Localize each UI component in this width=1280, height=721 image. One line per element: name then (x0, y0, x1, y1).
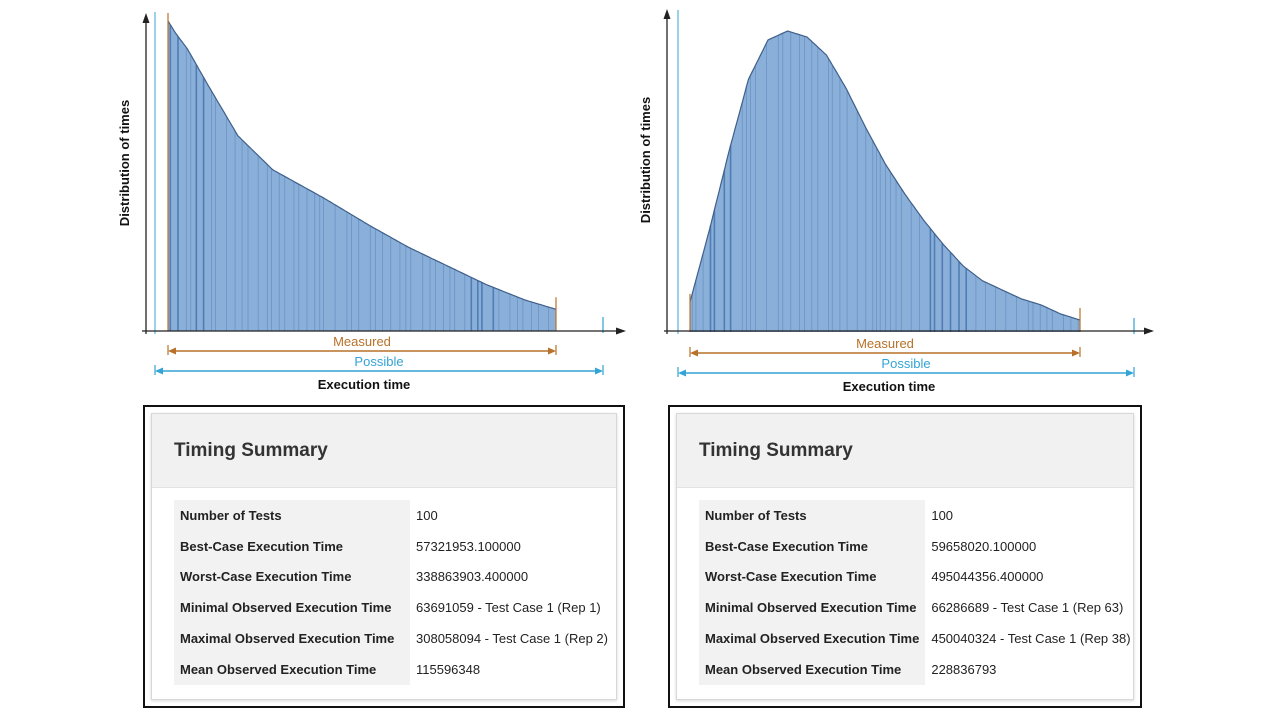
x-axis-arrow (616, 327, 626, 335)
measured-range-right-arrow (1072, 349, 1080, 357)
timing-summary-card: Timing Summary Number of Tests 100 Best-C… (676, 413, 1134, 700)
row-value: 338863903.400000 (416, 569, 529, 585)
y-axis-arrow (663, 9, 671, 19)
distribution-curve (167, 20, 557, 310)
table-row: Best-Case Execution Time 57321953.100000 (174, 530, 614, 562)
table-row: Number of Tests 100 (699, 500, 1137, 531)
timing-summary-panel-right: Timing Summary Number of Tests 100 Best-C… (668, 405, 1142, 708)
row-value: 308058094 - Test Case 1 (Rep 2) (416, 631, 608, 647)
table-row: Minimal Observed Execution Time 66286689 … (699, 592, 1137, 624)
y-axis-title: Distribution of times (117, 100, 132, 226)
row-label: Maximal Observed Execution Time (699, 623, 926, 654)
row-value: 115596348 (416, 661, 481, 677)
row-value: 100 (931, 507, 954, 523)
y-axis (663, 9, 679, 334)
y-axis (142, 12, 156, 334)
row-value: 100 (416, 507, 438, 523)
measured-range-left-arrow (690, 349, 698, 357)
panel-title: Timing Summary (174, 439, 328, 461)
right-margin-strip (1180, 0, 1280, 721)
row-label: Number of Tests (699, 500, 926, 531)
row-label: Mean Observed Execution Time (174, 653, 410, 685)
y-axis-title: Distribution of times (640, 97, 653, 223)
panel-header: Timing Summary (152, 414, 616, 488)
measured-range: Measured (689, 336, 1081, 357)
table-row: Minimal Observed Execution Time 63691059 … (174, 592, 614, 624)
row-label: Worst-Case Execution Time (699, 561, 926, 593)
possible-label: Possible (881, 356, 930, 371)
possible-range-right-arrow (595, 367, 603, 375)
table-row: Mean Observed Execution Time 228836793 (699, 653, 1137, 685)
table-row: Number of Tests 100 (174, 500, 614, 531)
measured-range-left-arrow (168, 347, 176, 355)
curve-layer (167, 13, 604, 333)
table-row: Best-Case Execution Time 59658020.100000 (699, 530, 1137, 562)
x-axis (664, 327, 1154, 335)
timing-summary-panel-left: Timing Summary Number of Tests 100 Best-C… (143, 405, 625, 708)
row-value: 450040324 - Test Case 1 (Rep 38) (931, 631, 1131, 647)
table-row: Maximal Observed Execution Time 450040324… (699, 623, 1137, 654)
row-value: 495044356.400000 (931, 569, 1044, 585)
row-value: 57321953.100000 (416, 538, 521, 554)
measured-label: Measured (856, 336, 914, 351)
row-value: 66286689 - Test Case 1 (Rep 63) (931, 600, 1124, 616)
table-row: Mean Observed Execution Time 115596348 (174, 653, 614, 685)
curve-layer (689, 30, 1135, 334)
row-label: Mean Observed Execution Time (699, 653, 926, 685)
row-label: Minimal Observed Execution Time (699, 592, 926, 624)
row-label: Worst-Case Execution Time (174, 561, 410, 593)
row-value: 228836793 (931, 661, 997, 677)
row-value: 63691059 - Test Case 1 (Rep 1) (416, 600, 601, 616)
y-axis-arrow (142, 13, 150, 23)
x-axis-title: Execution time (843, 379, 935, 394)
table-row: Worst-Case Execution Time 338863903.40000… (174, 561, 614, 593)
sample-lines (691, 32, 1079, 332)
x-axis-title: Execution time (318, 377, 410, 392)
possible-range-left-arrow (678, 369, 686, 377)
x-axis (142, 327, 626, 335)
summary-table: Number of Tests 100 Best-Case Execution T… (699, 500, 1137, 685)
measured-range-right-arrow (548, 347, 556, 355)
possible-range-right-arrow (1126, 369, 1134, 377)
possible-range: Possible (154, 354, 604, 375)
row-label: Number of Tests (174, 500, 410, 531)
distribution-curve (689, 30, 1081, 321)
row-label: Best-Case Execution Time (174, 530, 410, 562)
table-row: Worst-Case Execution Time 495044356.40000… (699, 561, 1137, 593)
timing-summary-card: Timing Summary Number of Tests 100 Best-C… (151, 413, 617, 700)
table-row: Maximal Observed Execution Time 308058094… (174, 623, 614, 654)
measured-range: Measured (167, 334, 557, 355)
possible-range: Possible (677, 356, 1135, 377)
row-label: Maximal Observed Execution Time (174, 623, 410, 654)
summary-table: Number of Tests 100 Best-Case Execution T… (174, 500, 614, 685)
sample-lines (169, 24, 549, 331)
x-axis-arrow (1144, 327, 1154, 335)
row-label: Minimal Observed Execution Time (174, 592, 410, 624)
row-label: Best-Case Execution Time (699, 530, 926, 562)
left-margin-strip (0, 0, 100, 721)
panel-title: Timing Summary (699, 439, 853, 461)
distribution-area (168, 21, 556, 331)
possible-label: Possible (354, 354, 403, 369)
panel-header: Timing Summary (677, 414, 1133, 488)
chart-right: Distribution of times Measured Possible … (640, 9, 1154, 394)
row-value: 59658020.100000 (931, 538, 1037, 554)
chart-left: Distribution of times Measured Possible … (117, 12, 626, 392)
measured-label: Measured (333, 334, 391, 349)
possible-range-left-arrow (155, 367, 163, 375)
